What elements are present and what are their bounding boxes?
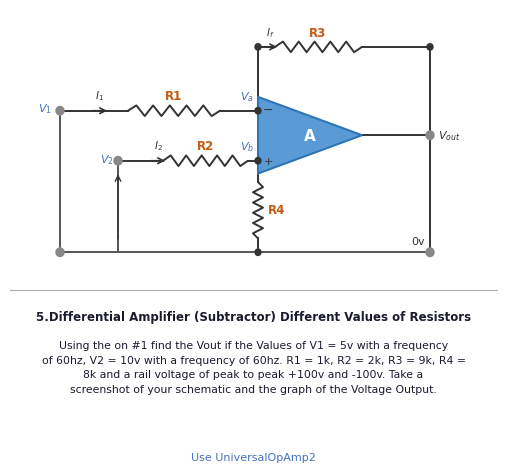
Text: $V_1$: $V_1$ xyxy=(38,102,52,116)
Polygon shape xyxy=(258,98,362,174)
Text: $I_f$: $I_f$ xyxy=(266,27,274,40)
Circle shape xyxy=(56,248,64,257)
Text: $V_{out}$: $V_{out}$ xyxy=(438,129,460,143)
Text: R3: R3 xyxy=(309,28,327,40)
Circle shape xyxy=(426,248,434,257)
Text: +: + xyxy=(263,157,273,167)
Circle shape xyxy=(427,45,433,51)
Text: $V_2$: $V_2$ xyxy=(100,152,114,166)
Text: 5.Differential Amplifier (Subtractor) Different Values of Resistors: 5.Differential Amplifier (Subtractor) Di… xyxy=(36,310,471,323)
Text: 0v: 0v xyxy=(411,237,425,247)
Circle shape xyxy=(255,249,261,256)
Text: $I_2$: $I_2$ xyxy=(154,139,162,153)
Circle shape xyxy=(255,45,261,51)
Circle shape xyxy=(426,132,434,140)
Circle shape xyxy=(255,158,261,165)
Text: R4: R4 xyxy=(268,204,285,217)
Circle shape xyxy=(255,109,261,115)
Text: $V_b$: $V_b$ xyxy=(240,140,254,154)
Circle shape xyxy=(114,157,122,166)
Text: $V_a$: $V_a$ xyxy=(240,90,254,104)
Text: −: − xyxy=(263,104,273,117)
Text: A: A xyxy=(304,129,316,143)
Circle shape xyxy=(56,107,64,116)
Text: R2: R2 xyxy=(197,140,214,153)
Text: Use UniversalOpAmp2: Use UniversalOpAmp2 xyxy=(191,452,316,462)
Text: $I_1$: $I_1$ xyxy=(95,89,104,103)
Text: R1: R1 xyxy=(165,90,183,103)
Text: Using the on #1 find the Vout if the Values of V1 = 5v with a frequency
of 60hz,: Using the on #1 find the Vout if the Val… xyxy=(42,340,465,394)
